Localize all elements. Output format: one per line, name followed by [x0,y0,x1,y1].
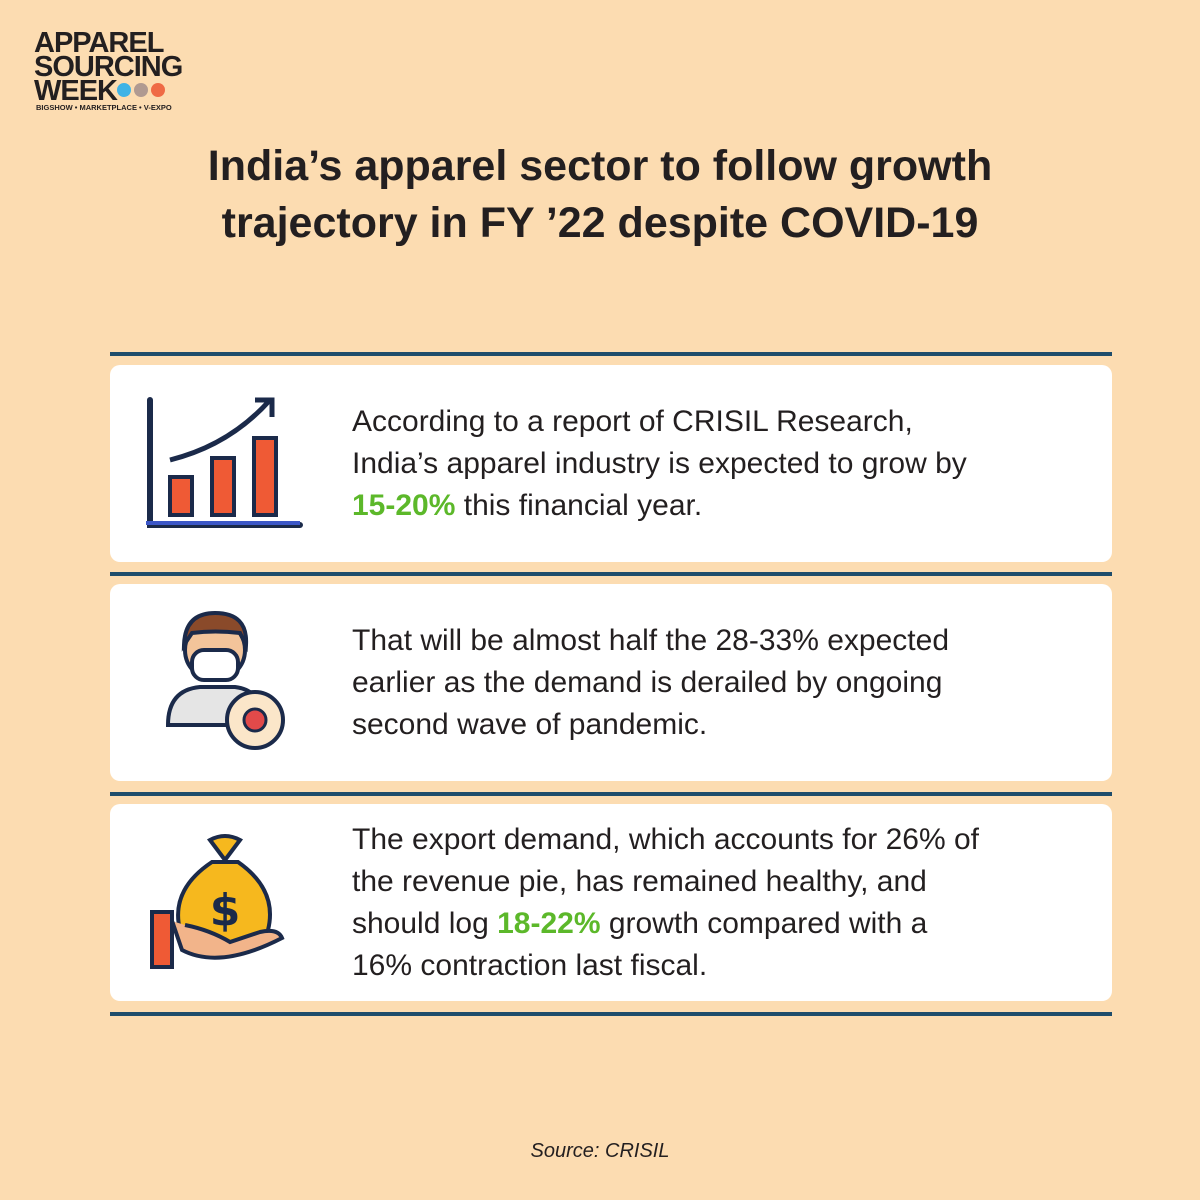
source-note: Source: CRISIL [530,1140,670,1162]
card [110,804,1112,1001]
text-line: The export demand, which accounts for 26… [352,819,979,861]
logo-tagline: BIGSHOW • MARKETPLACE • V-EXPO [36,103,172,112]
highlight-text: 15-20% [352,488,456,522]
body-text: second wave of pandemic. [352,707,708,741]
text-line: According to a report of CRISIL Research… [352,401,967,443]
text-line: earlier as the demand is derailed by ong… [352,662,949,704]
body-text: the revenue pie, has remained healthy, a… [352,864,927,898]
body-text: 16% contraction last fiscal. [352,948,708,982]
svg-text:$: $ [210,885,241,936]
divider [110,792,1112,796]
title: trajectory in FY ’22 despite COVID-19 [221,199,979,247]
card-text: According to a report of CRISIL Research… [352,365,967,562]
highlight-text: 18-22% [497,906,601,940]
body-text: should log [352,906,498,940]
card [110,584,1112,781]
text-line: That will be almost half the 28-33% expe… [352,620,949,662]
text-line: second wave of pandemic. [352,704,949,746]
divider [110,572,1112,576]
divider [110,352,1112,356]
text-line: India’s apparel industry is expected to … [352,443,967,485]
text-line: 15-20% this financial year. [352,485,967,527]
body-text: this financial year. [455,488,703,522]
logo-text: WEEK [34,75,118,107]
text-line: the revenue pie, has remained healthy, a… [352,861,979,903]
divider [110,1012,1112,1016]
growth-icon [146,397,303,528]
card-text: That will be almost half the 28-33% expe… [352,584,949,781]
logo-text: APPAREL [34,27,164,59]
body-text: According to a report of CRISIL Research… [352,404,913,438]
text-line: should log 18-22% growth compared with a [352,903,979,945]
body-text: India’s apparel industry is expected to … [352,446,967,480]
body-text: earlier as the demand is derailed by ong… [352,665,943,699]
text-line: 16% contraction last fiscal. [352,945,979,987]
body-text: That will be almost half the 28-33% expe… [352,623,949,657]
logo-dots [117,83,165,97]
title: India’s apparel sector to follow growth [207,142,993,190]
mask-icon [165,610,285,750]
card-text: The export demand, which accounts for 26… [352,804,979,1001]
logo-text: SOURCING [34,51,183,83]
body-text: growth compared with a [600,906,928,940]
money-icon: $ [150,834,285,969]
body-text: The export demand, which accounts for 26… [352,822,980,856]
